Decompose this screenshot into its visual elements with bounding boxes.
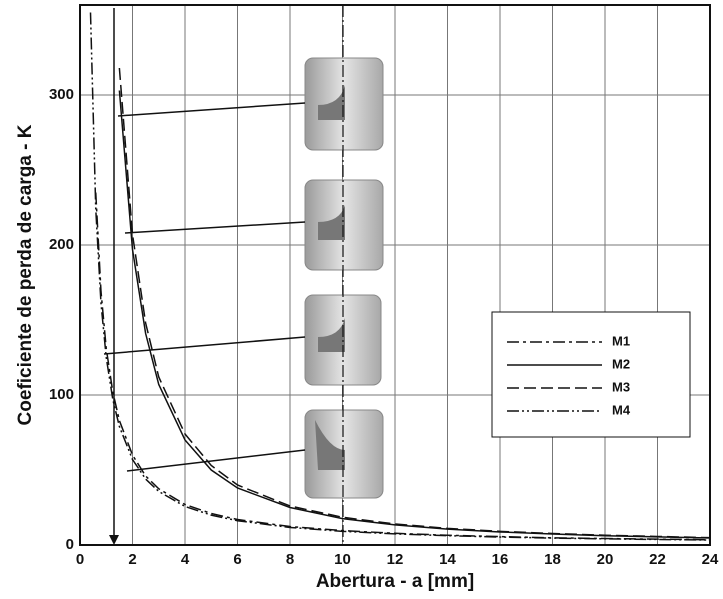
leader-line [124,221,306,234]
x-tick-label: 20 [597,551,614,568]
x-tick-label: 16 [492,551,509,568]
series-line [118,90,711,539]
x-tick-label: 22 [649,551,666,568]
y-axis-title: Coeficiente de perda de carga - K [15,124,36,425]
x-tick-label: 6 [233,551,241,568]
legend-box [491,311,691,438]
leader-line [103,336,306,355]
legend-label: M1 [612,333,630,348]
x-tick-label: 2 [128,551,136,568]
arrow-head [109,535,119,545]
valve-illustrations [103,5,384,545]
x-tick-label: 24 [702,551,719,568]
y-tick-label: 300 [49,86,74,103]
valve-detail [318,318,345,352]
leader-line [126,449,306,472]
legend: M1 M2 M3 M4 [491,311,691,438]
valve-detail [318,205,345,240]
plot-frame [79,4,711,546]
series-line [118,67,711,539]
x-tick-label: 8 [286,551,294,568]
legend-label: M2 [612,356,630,371]
leader-line [117,102,306,117]
y-tick-label: 200 [49,236,74,253]
x-tick-label: 14 [439,551,456,568]
legend-label: M3 [612,379,630,394]
x-tick-label: 12 [387,551,404,568]
y-tick-label: 100 [49,386,74,403]
x-tick-label: 4 [181,551,190,568]
y-tick-label: 0 [66,536,74,553]
legend-label: M4 [612,402,631,417]
x-axis-title: Abertura - a [mm] [316,571,474,592]
series-line [89,12,711,541]
x-tick-label: 0 [76,551,84,568]
valve-detail [318,85,345,120]
x-tick-label: 10 [334,551,351,568]
x-tick-label: 18 [544,551,561,568]
valve-detail [315,420,345,470]
